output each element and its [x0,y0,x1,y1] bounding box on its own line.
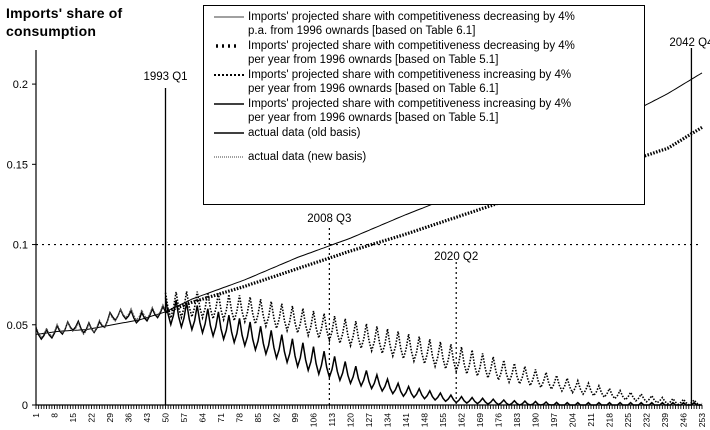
x-tick-label: 29 [105,413,115,423]
legend-label: Imports' projected share with competitiv… [248,11,575,37]
y-tick-labels: 0 0.05 0.1 0.15 0.2 [7,79,36,412]
x-tick-label: 197 [549,413,559,427]
x-tick-label: 113 [327,413,337,427]
y-axis-label: Imports' share of consumption [6,5,123,39]
x-tick-label: 204 [568,413,578,427]
x-tick-label: 176 [494,413,504,427]
y-tick-label: 0.05 [7,320,28,332]
annotation-label: 1993 Q1 [143,71,187,83]
x-tick-label: 155 [438,413,448,427]
series-line-inc-61 [164,291,703,406]
legend-label: actual data (old basis) [248,127,361,139]
x-tick-label: 50 [161,413,171,423]
y-tick-label: 0.15 [7,159,28,171]
x-tick-labels: 1 8 15 22 29 36 43 50 57 64 71 78 85 92 99 106 113 120 127… [31,405,707,427]
x-tick-label: 218 [605,413,615,427]
series-line-inc-51 [164,297,702,406]
legend-item: actual data (new basis) [212,150,638,164]
x-tick-label: 169 [475,413,485,427]
legend-label: Imports' projected share with competitiv… [248,40,575,66]
legend-label: actual data (new basis) [248,151,367,163]
x-tick-label: 1 [31,413,41,418]
annotation-label: 2020 Q2 [434,251,478,263]
legend-item: Imports' projected share with competitiv… [212,68,638,96]
legend-sample-dotted-thick [216,44,238,48]
legend-sample-dashed-thin [214,156,244,158]
legend-item: actual data (old basis) [212,126,638,140]
annotation-group: 1993 Q1 2008 Q3 2020 Q2 2042 Q4 [143,37,710,405]
legend-label: Imports' projected share with competitiv… [248,98,572,124]
x-tick-label: 183 [512,413,522,427]
x-tick-label: 120 [346,413,356,427]
x-tick-label: 148 [420,413,430,427]
x-tick-label: 134 [383,413,393,427]
y-tick-label: 0 [22,400,28,412]
series-line-actual-new [35,303,166,339]
legend-item: Imports' projected share with competitiv… [212,97,638,125]
x-tick-label: 43 [142,413,152,423]
x-tick-label: 106 [309,413,319,427]
y-tick-label: 0.2 [13,79,28,91]
legend-sample-solid [214,103,244,105]
x-tick-label: 8 [50,413,60,418]
x-tick-label: 211 [586,413,596,427]
legend: Imports' projected share with competitiv… [203,5,645,205]
x-tick-label: 64 [198,413,208,423]
x-tick-label: 232 [642,413,652,427]
annotation-label: 2042 Q4 [669,37,710,49]
x-tick-label: 246 [679,413,689,427]
y-tick-label: 0.1 [13,240,28,252]
x-tick-label: 78 [235,413,245,423]
legend-sample-solid [214,132,244,134]
series-line-actual-old [35,304,167,341]
x-tick-label: 22 [87,413,97,423]
x-tick-label: 239 [660,413,670,427]
legend-label: Imports' projected share with competitiv… [248,69,572,95]
x-tick-label: 92 [272,413,282,423]
x-tick-label: 99 [290,413,300,423]
x-tick-label: 71 [216,413,226,423]
x-tick-label: 85 [253,413,263,423]
x-tick-label: 57 [179,413,189,423]
x-tick-label: 162 [457,413,467,427]
x-tick-label: 36 [124,413,134,423]
annotation-label: 2008 Q3 [307,213,351,225]
legend-item: Imports' projected share with competitiv… [212,39,638,67]
x-tick-label: 190 [531,413,541,427]
legend-sample-dotted [214,74,244,76]
x-tick-label: 225 [623,413,633,427]
legend-item: Imports' projected share with competitiv… [212,10,638,38]
legend-sample-thin-solid [214,16,244,18]
x-tick-label: 141 [401,413,411,427]
x-tick-label: 15 [68,413,78,423]
x-tick-label: 127 [364,413,374,427]
series-line-dec-51 [164,126,703,314]
x-tick-label: 253 [697,413,707,427]
